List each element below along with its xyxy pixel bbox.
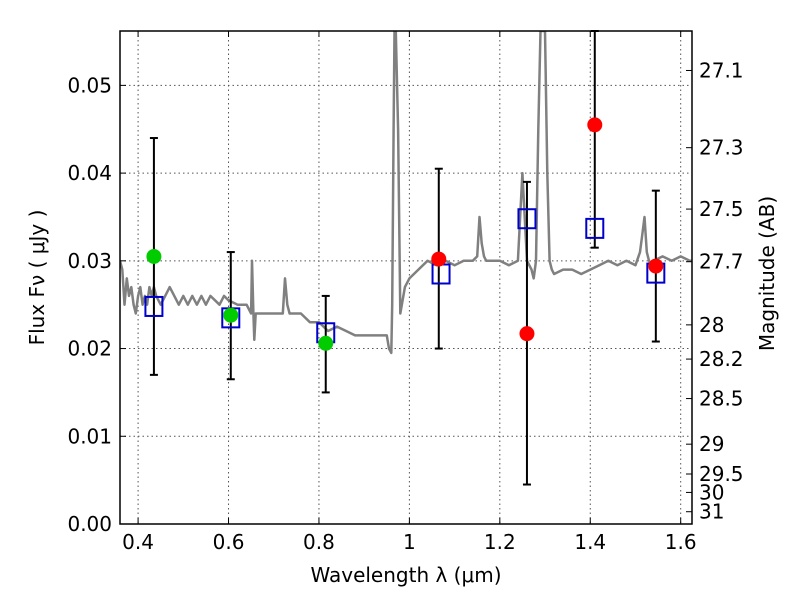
- grid: [120, 31, 692, 525]
- x-tick-label: 1.4: [574, 530, 606, 554]
- data-point: [587, 117, 603, 133]
- data-point: [223, 307, 239, 323]
- data-point: [318, 335, 334, 351]
- right-tick-label: 30: [699, 480, 724, 504]
- right-tick-label: 29.5: [699, 462, 744, 486]
- y-tick-label: 0.00: [67, 512, 112, 536]
- y-tick-label: 0.01: [67, 424, 112, 448]
- model-square: [517, 208, 537, 230]
- plot-series: [120, 30, 692, 486]
- x-tick-label: 0.6: [213, 530, 245, 554]
- x-tick-label: 1: [403, 530, 416, 554]
- x-tick-label: 0.4: [122, 530, 154, 554]
- x-tick-label: 1.6: [665, 530, 697, 554]
- x-tick-label: 0.8: [303, 530, 335, 554]
- model-square: [431, 263, 451, 285]
- right-tick-label: 31: [699, 500, 724, 524]
- x-axis-title: Wavelength λ (μm): [310, 563, 501, 587]
- data-point: [146, 248, 162, 264]
- data-point: [648, 258, 664, 274]
- right-tick-label: 28.2: [699, 347, 744, 371]
- plot-frame: [119, 30, 693, 525]
- y-axis-title-left: Flux Fν ( μJy ): [25, 210, 49, 346]
- right-tick-label: 28.5: [699, 387, 744, 411]
- model-square: [144, 295, 164, 317]
- x-tick-label: 1.2: [484, 530, 516, 554]
- right-tick-label: 27.3: [699, 136, 744, 160]
- axis-ticks: 0.4 0.6 0.8 1 1.2 1.4 1.6 0.00 0.01 0.02 0.03 0.04 0…: [67, 31, 744, 554]
- y-tick-label: 0.05: [67, 73, 112, 97]
- spectrum-line: [120, 31, 692, 355]
- data-point: [431, 251, 447, 267]
- right-tick-label: 27.5: [699, 197, 744, 221]
- right-tick-label: 29: [699, 432, 724, 456]
- y-axis-title-right: Magnitude (AB): [755, 196, 779, 351]
- model-square: [585, 217, 605, 239]
- data-point: [519, 326, 535, 342]
- right-tick-label: 27.1: [699, 58, 744, 82]
- y-tick-label: 0.04: [67, 161, 112, 185]
- y-tick-label: 0.02: [67, 337, 112, 361]
- right-tick-label: 28: [699, 313, 724, 337]
- y-tick-label: 0.03: [67, 249, 112, 273]
- right-tick-label: 27.7: [699, 250, 744, 274]
